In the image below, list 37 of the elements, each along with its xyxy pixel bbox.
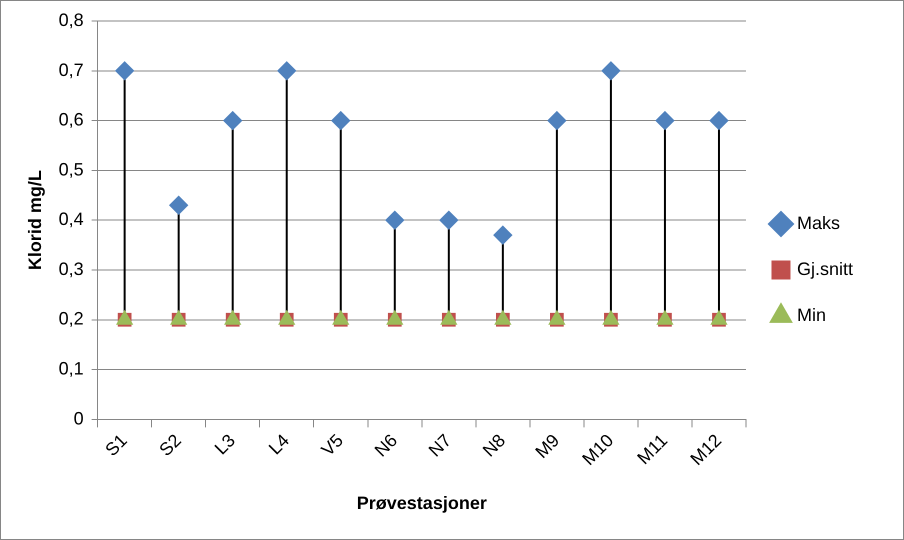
x-tick-label: S2 bbox=[155, 430, 186, 460]
x-tick-label: S1 bbox=[101, 430, 131, 460]
y-tick-label: 0,2 bbox=[58, 308, 84, 329]
point bbox=[277, 61, 296, 80]
legend-label: Gj.snitt bbox=[796, 258, 854, 279]
legend-label: Maks bbox=[796, 212, 840, 233]
y-tick-label: 0,1 bbox=[58, 358, 84, 379]
y-tick-label: 0 bbox=[74, 408, 84, 428]
x-tick-label: L4 bbox=[264, 430, 294, 459]
y-axis-title: Klorid mg/L bbox=[24, 170, 45, 270]
x-tick-label: M9 bbox=[531, 430, 564, 462]
x-tick-label: M11 bbox=[633, 430, 672, 468]
y-tick-label: 0,3 bbox=[58, 258, 84, 279]
x-tick-label: L3 bbox=[210, 430, 240, 459]
x-tick-label: N7 bbox=[424, 430, 456, 461]
point bbox=[115, 61, 134, 80]
x-tick-label: M10 bbox=[578, 430, 618, 470]
point bbox=[169, 196, 188, 215]
point bbox=[601, 61, 620, 80]
y-tick-label: 0,4 bbox=[58, 209, 84, 230]
point bbox=[439, 210, 458, 230]
y-tick-label: 0,5 bbox=[58, 159, 84, 180]
point bbox=[493, 226, 512, 245]
point bbox=[331, 111, 350, 130]
legend-label: Min bbox=[796, 304, 826, 325]
point bbox=[655, 111, 674, 130]
y-tick-label: 0,8 bbox=[58, 10, 84, 30]
x-tick-label: N6 bbox=[370, 430, 402, 461]
point bbox=[709, 111, 728, 130]
point bbox=[547, 111, 566, 130]
point bbox=[223, 111, 242, 130]
x-axis-title: Prøvestasjoner bbox=[356, 493, 487, 514]
point bbox=[385, 210, 404, 230]
x-tick-label: N8 bbox=[478, 430, 510, 461]
y-tick-label: 0,6 bbox=[58, 110, 84, 130]
y-tick-label: 0,7 bbox=[58, 60, 84, 80]
x-tick-label: V5 bbox=[317, 430, 348, 460]
